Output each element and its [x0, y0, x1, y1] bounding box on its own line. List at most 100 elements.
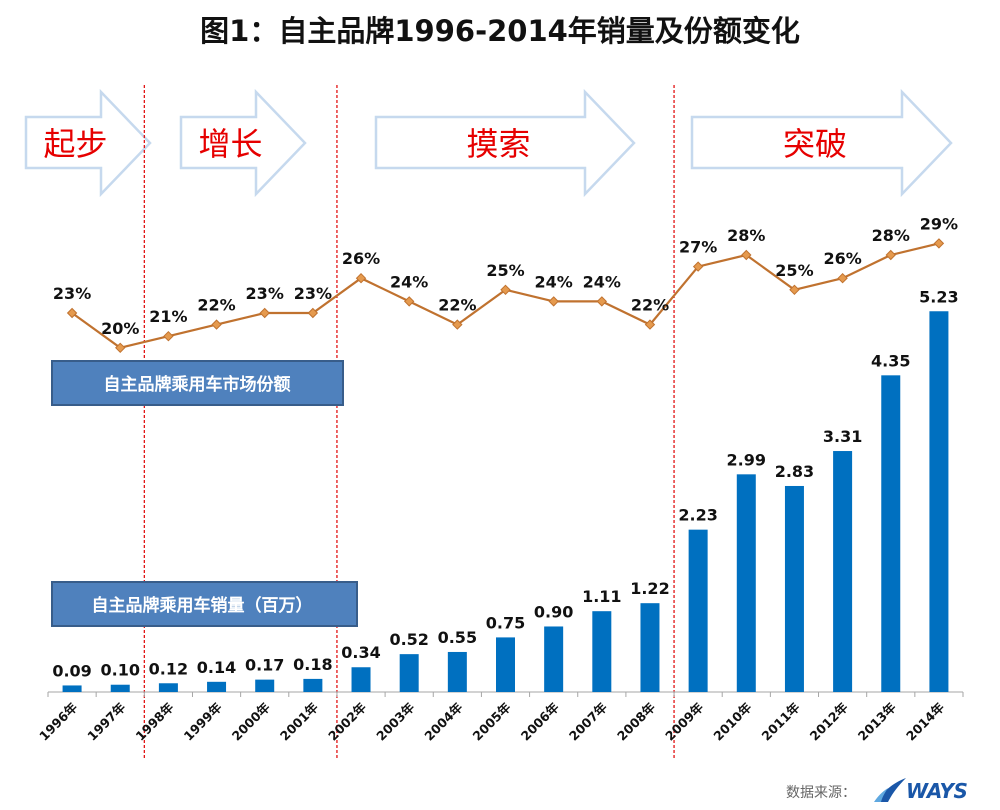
share-marker [211, 319, 222, 330]
legend-share-rect [51, 360, 344, 406]
bar-series [62, 311, 949, 692]
bar [784, 485, 804, 692]
bar [929, 311, 949, 692]
bar-value-label: 0.10 [100, 661, 139, 680]
phase-arrow-shape [690, 88, 953, 198]
x-tick-label: 2005年 [470, 699, 514, 743]
x-tick-label: 2014年 [903, 699, 947, 743]
share-value-label: 23% [294, 284, 332, 303]
x-tick-label: 2009年 [662, 699, 706, 743]
x-tick-label: 2007年 [566, 699, 610, 743]
bar [62, 685, 82, 692]
share-value-label: 22% [631, 296, 669, 315]
bar-value-label: 0.52 [389, 630, 428, 649]
share-value-label: 26% [342, 249, 380, 268]
share-value-label: 23% [53, 284, 91, 303]
share-value-label: 21% [149, 307, 187, 326]
bar [303, 678, 323, 692]
bar-value-label: 2.23 [678, 506, 717, 525]
bar-value-label: 3.31 [823, 427, 862, 446]
bar-value-label: 0.34 [341, 643, 380, 662]
share-marker [259, 307, 270, 319]
phase-label: 起步 [43, 125, 107, 163]
ways-logo-icon [874, 778, 906, 802]
legend-share-box: 自主品牌乘用车市场份额 [51, 360, 344, 406]
bar-value-label: 0.55 [438, 628, 477, 647]
phase-arrow-shape [179, 88, 307, 198]
phase-arrow-2: 增长 [179, 88, 307, 198]
phase-label: 突破 [783, 125, 847, 163]
share-marker [644, 319, 656, 330]
phase-arrow-shape [24, 88, 152, 198]
share-marker [741, 249, 752, 261]
bar [640, 603, 660, 692]
phase-arrow-shape [374, 88, 636, 198]
share-value-label: 24% [390, 272, 428, 291]
bar [592, 611, 612, 692]
share-marker [789, 284, 800, 296]
x-tick-label: 1998年 [132, 699, 176, 743]
share-marker [692, 261, 704, 272]
share-value-label: 24% [535, 272, 573, 291]
chart-title: 图1：自主品牌1996-2014年销量及份额变化 [200, 14, 800, 48]
phase-arrows: 起步 增长 摸索 突破 [24, 88, 953, 198]
share-marker [933, 238, 945, 249]
bar [351, 667, 371, 692]
bar-value-label: 5.23 [919, 287, 958, 306]
share-value-label: 24% [583, 272, 621, 291]
share-value-label: 27% [679, 238, 717, 257]
bar-value-labels: 0.09 0.10 0.12 0.14 0.17 0.18 0.34 0.52 0.55 0.75… [52, 287, 958, 680]
bar-value-label: 2.83 [775, 462, 814, 481]
share-marker [837, 272, 848, 284]
bar [447, 651, 467, 692]
share-marker [115, 342, 126, 354]
x-tick-label: 1997年 [84, 699, 128, 743]
share-value-label: 28% [872, 226, 910, 245]
x-tick-label: 2001年 [277, 699, 321, 743]
bar [544, 626, 564, 692]
share-value-label: 26% [823, 249, 861, 268]
bar-value-label: 1.22 [630, 579, 669, 598]
x-axis [47, 691, 964, 697]
x-tick-label: 1996年 [36, 699, 80, 743]
x-tick-labels: 1996年 1997年 1998年 1999年 2000年 2001年 2002年 2003年… [36, 699, 947, 743]
share-marker [500, 284, 511, 296]
share-marker [355, 272, 367, 284]
share-value-label: 25% [486, 261, 524, 280]
legend-sales-label: 自主品牌乘用车销量（百万） [92, 595, 313, 616]
share-value-label: 20% [101, 319, 139, 338]
ways-logo-text: WAYS [906, 779, 968, 803]
x-tick-label: 2003年 [373, 699, 417, 743]
bar [158, 683, 178, 692]
share-marker [163, 330, 174, 342]
share-marker [885, 249, 896, 261]
line-value-labels: 23% 20% 21% 22% 23% 23% 26% 24% 22% 25% 24% 24% 22% 2… [53, 214, 958, 337]
bar-value-label: 0.17 [245, 656, 284, 675]
line-series [66, 238, 945, 354]
bar [881, 375, 901, 692]
share-marker [452, 319, 463, 330]
share-marker [548, 296, 559, 307]
x-tick-label: 1999年 [181, 699, 225, 743]
share-value-label: 23% [246, 284, 284, 303]
legend-sales-box: 自主品牌乘用车销量（百万） [51, 581, 358, 627]
share-value-label: 28% [727, 226, 765, 245]
phase-arrow-4: 突破 [690, 88, 953, 198]
x-tick-label: 2011年 [759, 699, 803, 743]
bar-value-label: 2.99 [727, 450, 766, 469]
x-tick-label: 2012年 [807, 699, 851, 743]
share-value-label: 22% [438, 296, 476, 315]
bar-value-label: 1.11 [582, 587, 621, 606]
bar-value-label: 0.12 [149, 659, 188, 678]
phase-dividers [143, 85, 675, 760]
bar [207, 681, 227, 692]
bar-value-label: 0.18 [293, 655, 332, 674]
bar [496, 637, 515, 692]
bar [688, 529, 708, 692]
share-value-label: 29% [920, 214, 958, 233]
bar [399, 654, 419, 692]
phase-arrow-3: 摸索 [374, 88, 636, 198]
x-tick-label: 2004年 [421, 699, 465, 743]
phase-label: 增长 [198, 125, 262, 163]
